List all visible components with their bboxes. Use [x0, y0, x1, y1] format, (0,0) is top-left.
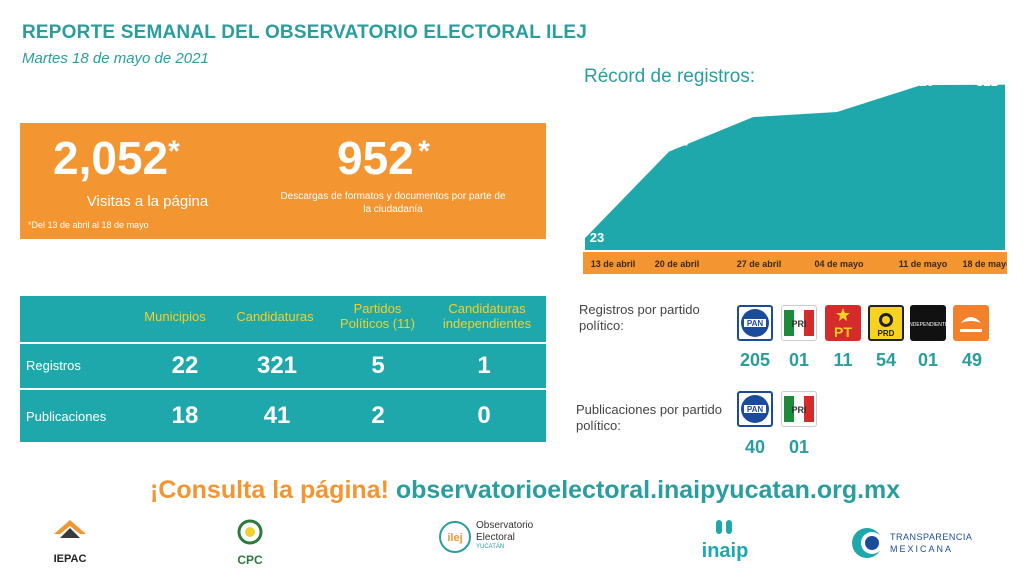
record-chart: 23 13 de abril 191 20 de abril 258 27 de abri… [583, 74, 1007, 274]
svg-text:PRI: PRI [791, 319, 806, 329]
downloads-label: Descargas de formatos y documentos por p… [280, 191, 506, 215]
count-independiente: 01 [917, 350, 939, 370]
cta-banner: ¡Consulta la página! observatorioelector… [150, 476, 900, 505]
visits-label: Visitas a la página [86, 193, 209, 210]
pan-logo-icon: PAN [737, 305, 773, 341]
chart-tick-label: 20 de abril [655, 259, 700, 269]
chart-tick-label: 13 de abril [591, 259, 636, 269]
ilej-logo: ilej Observatorio Electoral YUCATÁN [438, 518, 558, 570]
svg-text:ilej: ilej [447, 532, 462, 544]
table-divider [20, 388, 546, 390]
svg-text:PRI: PRI [791, 405, 806, 415]
col-header-independientes: Candidaturas independientes [442, 301, 532, 331]
pub-count-pri: 01 [788, 437, 810, 457]
stats-table: Municipios Candidaturas Partidos Polític… [20, 296, 546, 442]
cell-registros-candidaturas: 321 [256, 352, 298, 379]
chart-tick-label: 11 de mayo [899, 259, 948, 269]
chart-value-label: 268 [828, 94, 850, 109]
count-pt: 11 [833, 350, 853, 370]
chart-value-label: 258 [748, 99, 770, 114]
prd-logo-icon: PRD [868, 305, 904, 341]
publicaciones-partido-title: Publicaciones por partido político: [576, 402, 722, 434]
visits-count: 2,052* [53, 132, 180, 184]
chart-value-label: 321 [976, 74, 998, 89]
count-prd: 54 [875, 350, 897, 370]
cta-url-link[interactable]: observatorioelectoral.inaipyucatan.org.m… [395, 476, 901, 504]
downloads-count: 952 * [337, 132, 430, 184]
page-date: Martes 18 de mayo de 2021 [22, 50, 209, 67]
chart-title: Récord de registros: [584, 66, 756, 87]
visits-note: *Del 13 de abril al 18 de mayo [28, 220, 149, 230]
pri-logo-icon: PRI [781, 305, 817, 341]
table-divider [20, 342, 546, 344]
svg-text:PT: PT [834, 324, 852, 340]
chart-tick-label: 18 de mayo [962, 259, 1007, 269]
pan-logo-icon: PAN [737, 391, 773, 427]
cell-publicaciones-candidaturas: 41 [263, 402, 291, 429]
row-label-publicaciones: Publicaciones [26, 409, 107, 424]
pt-logo-icon: PT [825, 305, 861, 341]
cell-registros-partidos: 5 [371, 352, 385, 379]
mc-logo-icon [953, 305, 989, 341]
chart-value-label: 23 [590, 230, 604, 245]
chart-tick-label: 04 de mayo [814, 259, 864, 269]
page-title: REPORTE SEMANAL DEL OBSERVATORIO ELECTOR… [22, 22, 588, 43]
registros-partido-title: Registros por partido político: [579, 302, 700, 334]
cpc-logo: CPC [225, 518, 275, 570]
inaip-logo: inaip [690, 518, 760, 570]
col-header-candidaturas: Candidaturas [236, 309, 314, 324]
chart-axis-band [583, 252, 1007, 274]
summary-box: 2,052* Visitas a la página *Del 13 de ab… [20, 123, 546, 239]
cell-registros-municipios: 22 [171, 352, 199, 379]
chart-tick-label: 27 de abril [737, 259, 782, 269]
iepac-logo: IEPAC [40, 518, 100, 570]
independiente-logo-icon: INDEPENDIENTE [908, 305, 949, 341]
pub-count-pan: 40 [744, 437, 766, 457]
cell-registros-independientes: 1 [477, 352, 491, 379]
col-header-municipios: Municipios [144, 309, 206, 324]
cell-publicaciones-partidos: 2 [371, 402, 385, 429]
cell-publicaciones-municipios: 18 [171, 402, 199, 429]
chart-area [585, 84, 1005, 250]
col-header-partidos: Partidos Políticos (11) [340, 301, 415, 331]
row-label-registros: Registros [26, 358, 81, 373]
svg-text:PAN: PAN [747, 319, 764, 328]
cta-prefix: ¡Consulta la página! [150, 476, 389, 504]
count-mc: 49 [961, 350, 983, 370]
cell-publicaciones-independientes: 0 [477, 402, 491, 429]
count-pri: 01 [788, 350, 810, 370]
transparencia-mexicana-logo: TRANSPARENCIA MEXICANA [850, 518, 990, 570]
chart-value-label: 191 [666, 134, 688, 149]
svg-text:PRD: PRD [878, 329, 895, 338]
svg-text:INDEPENDIENTE: INDEPENDIENTE [910, 322, 946, 328]
pri-logo-icon: PRI [781, 391, 817, 427]
chart-value-label: 320 [912, 74, 934, 89]
svg-text:PAN: PAN [747, 405, 764, 414]
count-pan: 205 [739, 350, 771, 370]
